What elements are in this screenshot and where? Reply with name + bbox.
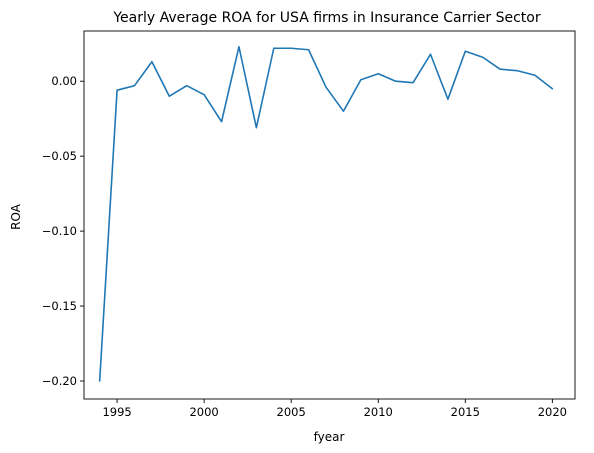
x-tick-label: 2005	[277, 405, 306, 419]
plot-area	[83, 30, 576, 400]
x-axis-label: fyear	[314, 430, 345, 444]
y-axis: 0.00 −0.05 −0.10 −0.15 −0.20	[42, 74, 84, 388]
y-tick-label: −0.15	[42, 299, 77, 313]
y-tick-label: −0.10	[42, 224, 77, 238]
plot-frame	[83, 30, 576, 400]
x-axis: 1995 2000 2005 2010 2015 2020	[102, 399, 567, 419]
x-tick-label: 2020	[538, 405, 567, 419]
series-line-0	[98, 45, 554, 382]
x-tick-label: 2015	[451, 405, 480, 419]
y-tick-label: −0.05	[42, 149, 77, 163]
x-tick-label: 2000	[189, 405, 218, 419]
series-layer	[98, 45, 554, 382]
chart-title: Yearly Average ROA for USA firms in Insu…	[112, 10, 540, 26]
x-tick-label: 2010	[364, 405, 393, 419]
y-tick-label: −0.20	[42, 374, 77, 388]
y-axis-label: ROA	[9, 203, 23, 230]
x-tick-label: 1995	[102, 405, 131, 419]
y-tick-label: 0.00	[51, 74, 77, 88]
